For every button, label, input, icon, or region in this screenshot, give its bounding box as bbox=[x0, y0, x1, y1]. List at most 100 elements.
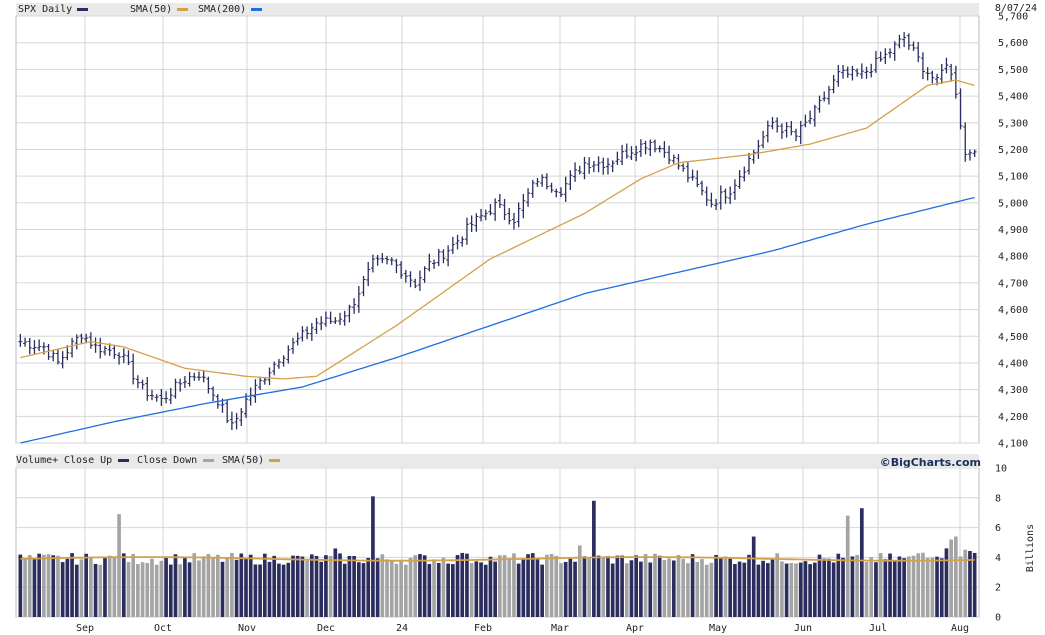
volume-bar-up bbox=[488, 556, 493, 617]
volume-bar-down bbox=[498, 555, 502, 617]
volume-bar-up bbox=[883, 559, 888, 617]
volume-bar-down bbox=[140, 562, 145, 617]
volume-bar-up bbox=[300, 556, 305, 617]
volume-bar-up bbox=[765, 563, 770, 617]
volume-bar-down bbox=[112, 557, 117, 617]
volume-bar-up bbox=[244, 557, 248, 617]
volume-bar-down bbox=[704, 564, 709, 617]
volume-bar-up bbox=[592, 500, 596, 617]
volume-bar-up bbox=[84, 553, 88, 617]
volume-bar-up bbox=[831, 562, 836, 617]
volume-bar-down bbox=[559, 563, 563, 617]
volume-bar-up bbox=[798, 562, 803, 617]
volume-bar-up bbox=[634, 555, 639, 617]
volume-bar-down bbox=[907, 556, 911, 617]
sma50-line bbox=[20, 79, 975, 380]
volume-bar-up bbox=[671, 560, 676, 617]
month-label: Oct bbox=[154, 623, 172, 634]
volume-sma-line bbox=[20, 556, 975, 562]
volume-bar-up bbox=[455, 555, 460, 617]
volume-bar-down bbox=[686, 563, 690, 617]
volume-bar-down bbox=[399, 559, 403, 617]
volume-bar-up bbox=[32, 558, 37, 617]
volume-bar-down bbox=[23, 559, 27, 617]
volume-bar-down bbox=[653, 553, 657, 617]
month-label: Dec bbox=[317, 623, 335, 634]
volume-bar-down bbox=[89, 556, 93, 617]
volume-bar-down bbox=[780, 561, 784, 617]
volume-bar-down bbox=[512, 553, 516, 617]
symbol-swatch bbox=[77, 8, 88, 11]
volume-bar-up bbox=[272, 555, 277, 617]
volume-bar-up bbox=[361, 563, 366, 617]
sma50-label: SMA(50) bbox=[130, 4, 173, 15]
volume-bar-up bbox=[338, 553, 342, 617]
volume-bar-up bbox=[70, 553, 74, 617]
volume-bar-up bbox=[324, 555, 328, 617]
volume-bar-up bbox=[371, 496, 375, 617]
volume-bar-down bbox=[925, 557, 930, 617]
price-tick-label: 5,400 bbox=[998, 92, 1028, 103]
volume-bar-up bbox=[65, 558, 70, 617]
volume-bar-up bbox=[516, 563, 521, 617]
volume-bar-up bbox=[366, 557, 371, 617]
volume-bar-up bbox=[314, 555, 319, 617]
volume-bar-down bbox=[662, 560, 667, 617]
volume-bar-up bbox=[859, 508, 864, 617]
volume-bar-up bbox=[770, 558, 775, 617]
volume-bar-up bbox=[803, 561, 808, 617]
volume-bar-up bbox=[37, 553, 41, 617]
volume-bar-up bbox=[474, 561, 479, 617]
volume-bar-down bbox=[150, 558, 154, 617]
price-tick-label: 5,500 bbox=[998, 65, 1028, 76]
volume-bar-up bbox=[610, 563, 615, 617]
volume-bar-down bbox=[775, 553, 780, 617]
volume-bar-up bbox=[888, 553, 892, 617]
volume-bar-up bbox=[277, 563, 281, 617]
volume-bar-down bbox=[723, 556, 728, 617]
volume-bar-up bbox=[836, 553, 841, 617]
volume-bar-down bbox=[954, 536, 958, 617]
volume-bar-up bbox=[639, 561, 643, 617]
volume-bar-down bbox=[958, 556, 963, 617]
volume-bar-down bbox=[211, 558, 215, 617]
volume-bar-down bbox=[201, 556, 206, 617]
volume-bar-down bbox=[587, 557, 592, 617]
volume-bar-down bbox=[855, 554, 859, 617]
month-label: Sep bbox=[76, 623, 94, 634]
volume-bar-down bbox=[403, 564, 408, 617]
volume-bar-down bbox=[845, 515, 850, 617]
volume-bar-up bbox=[521, 559, 526, 617]
volume-bar-up bbox=[281, 564, 286, 617]
volume-tick-label: 4 bbox=[995, 553, 1001, 564]
volume-bar-up bbox=[784, 563, 789, 617]
volume-bar-up bbox=[375, 558, 380, 617]
price-tick-label: 5,600 bbox=[998, 38, 1028, 49]
volume-bar-down bbox=[389, 560, 394, 617]
volume-bar-up bbox=[582, 556, 587, 617]
volume-bar-down bbox=[949, 539, 953, 617]
sma50-swatch bbox=[177, 8, 188, 11]
volume-bar-up bbox=[737, 561, 742, 617]
volume-bar-up bbox=[60, 562, 65, 617]
price-tick-label: 4,300 bbox=[998, 385, 1028, 396]
close-down-swatch bbox=[203, 459, 214, 462]
volume-bar-up bbox=[493, 561, 497, 617]
volume-bar-down bbox=[789, 562, 794, 617]
volume-bar-down bbox=[794, 563, 798, 617]
volume-bar-up bbox=[761, 560, 765, 617]
volume-bar-up bbox=[183, 556, 187, 617]
volume-bar-up bbox=[690, 554, 695, 617]
volume-bar-down bbox=[27, 555, 32, 617]
sma200-swatch bbox=[251, 8, 262, 11]
volume-bar-up bbox=[535, 559, 540, 617]
volume-bar-down bbox=[413, 555, 418, 617]
volume-bar-up bbox=[333, 548, 338, 617]
volume-bar-up bbox=[540, 564, 544, 617]
price-tick-label: 5,700 bbox=[998, 12, 1028, 23]
volume-bar-down bbox=[408, 557, 413, 617]
volume-bar-up bbox=[168, 564, 173, 617]
month-label: Jun bbox=[794, 623, 812, 634]
volume-bar-down bbox=[864, 561, 869, 617]
bigcharts-credit[interactable]: ©BigCharts.com bbox=[879, 456, 981, 469]
